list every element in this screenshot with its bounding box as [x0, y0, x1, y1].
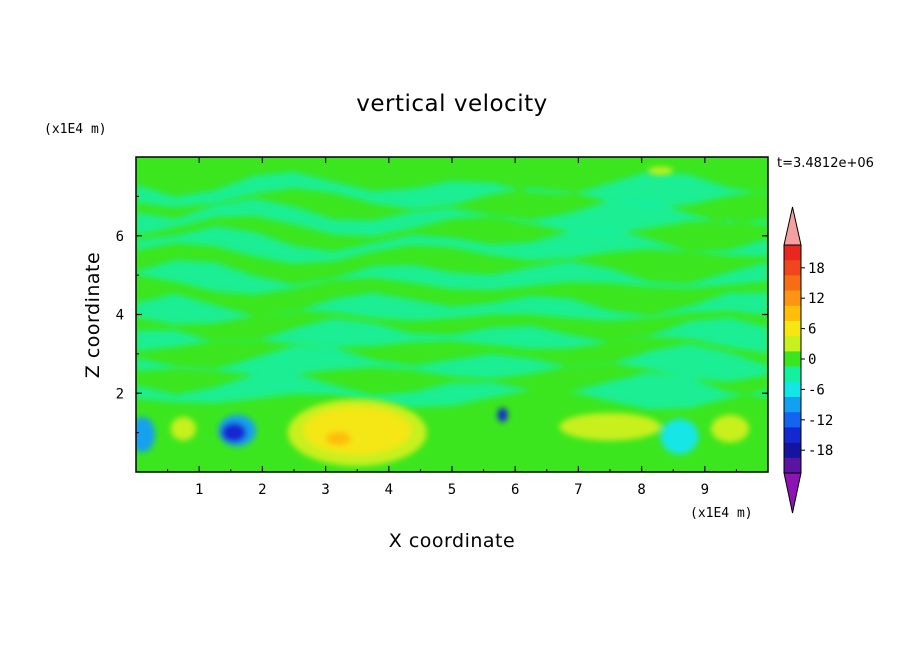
colorbar-swatch: [784, 351, 801, 367]
colorbar-tick-label: 6: [808, 322, 816, 338]
chart-title: vertical velocity: [356, 91, 547, 117]
velocity-cell: [170, 416, 197, 441]
colorbar-swatch: [784, 366, 801, 383]
x-tick-label: 4: [385, 482, 393, 498]
colorbar-swatch: [784, 245, 801, 261]
colorbar-swatch: [784, 275, 801, 291]
near-zero-band: [136, 343, 768, 382]
colorbar-swatch: [784, 457, 801, 474]
velocity-cell: [325, 431, 351, 446]
near-zero-bands: [136, 171, 768, 410]
colorbar-over-arrow: [783, 206, 802, 246]
colorbar-swatch: [784, 442, 801, 459]
colorbar-swatch: [784, 290, 801, 307]
velocity-cell: [647, 166, 674, 175]
y-axis-unit: (x1E4 m): [44, 122, 107, 137]
colorbar-swatch: [784, 336, 801, 352]
y-tick-label: 4: [116, 308, 124, 324]
colorbar-under-arrow: [783, 472, 802, 514]
x-axis-unit: (x1E4 m): [690, 506, 753, 521]
near-zero-band: [136, 260, 768, 295]
x-tick-label: 9: [701, 482, 709, 498]
near-zero-band: [136, 171, 768, 210]
x-tick-label: 6: [511, 482, 519, 498]
x-tick-label: 5: [448, 482, 456, 498]
colorbar-swatch: [784, 260, 801, 276]
x-tick-label: 7: [574, 482, 582, 498]
x-tick-label: 8: [637, 482, 645, 498]
velocity-cell: [221, 422, 247, 443]
y-axis-title: Z coordinate: [82, 252, 104, 378]
near-zero-band: [136, 372, 768, 410]
near-zero-band: [136, 292, 768, 325]
y-axis: 2 4 6: [116, 195, 768, 434]
colorbar-swatch: [784, 305, 801, 322]
time-label: t=3.4812e+06: [777, 156, 874, 171]
y-tick-label: 6: [116, 229, 124, 245]
colorbar-tick-label: -6: [808, 382, 825, 398]
velocity-cell: [711, 414, 750, 443]
velocity-cell: [303, 407, 411, 455]
near-zero-band: [136, 198, 768, 237]
x-tick-label: 2: [258, 482, 266, 498]
velocity-cell: [497, 407, 508, 422]
y-tick-label: 2: [116, 386, 124, 402]
plot-area: [136, 157, 768, 472]
colorbar: 18 12 6 0 -6 -12 -18: [783, 206, 833, 514]
colorbar-swatch: [784, 427, 801, 443]
colorbar-tick-label: 18: [808, 261, 825, 277]
colorbar-swatch: [784, 381, 801, 398]
colorbar-tick-label: -18: [808, 443, 833, 459]
colorbar-swatch: [784, 321, 801, 337]
colorbar-swatch: [784, 397, 801, 413]
velocity-cells: [136, 166, 750, 467]
colorbar-tick-label: 12: [808, 291, 825, 307]
velocity-cell: [136, 416, 155, 453]
near-zero-band: [136, 226, 768, 264]
velocity-cell: [660, 418, 699, 455]
colorbar-tick-label: -12: [808, 413, 833, 429]
near-zero-band: [136, 317, 768, 354]
colorbar-swatch: [784, 412, 801, 428]
x-axis-title: X coordinate: [389, 530, 515, 552]
x-tick-label: 1: [195, 482, 203, 498]
velocity-cell: [559, 412, 661, 441]
x-axis: 1 2 3 4 5 6 7 8 9: [167, 157, 737, 498]
colorbar-tick-label: 0: [808, 352, 816, 368]
x-tick-label: 3: [321, 482, 329, 498]
